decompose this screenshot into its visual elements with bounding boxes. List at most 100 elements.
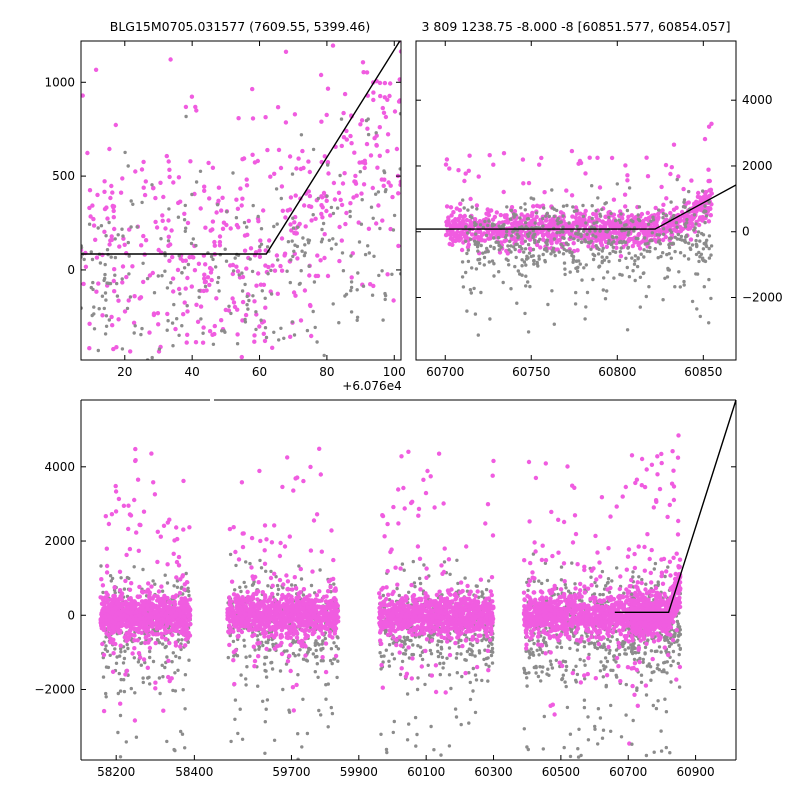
data-point-magenta — [235, 332, 240, 337]
data-point-magenta — [126, 623, 132, 629]
data-point-gray — [527, 251, 532, 255]
data-point-magenta — [143, 640, 148, 646]
data-point-magenta — [604, 244, 609, 249]
data-point-gray — [311, 652, 315, 656]
data-point-magenta — [466, 168, 471, 173]
data-point-magenta — [287, 653, 292, 659]
data-point-magenta — [291, 708, 296, 713]
data-point-gray — [667, 252, 671, 256]
data-point-magenta — [168, 57, 173, 62]
data-point-gray — [321, 221, 326, 226]
data-point-magenta — [378, 93, 383, 99]
data-point-gray — [544, 214, 548, 218]
data-point-magenta — [451, 210, 456, 215]
data-point-gray — [90, 313, 94, 318]
data-point-gray — [96, 348, 101, 353]
data-point-gray — [578, 262, 582, 266]
data-point-magenta — [252, 299, 257, 304]
data-point-magenta — [88, 214, 93, 219]
data-point-gray — [243, 320, 248, 324]
data-point-gray — [645, 249, 649, 253]
data-point-gray — [607, 259, 611, 264]
data-point-gray — [275, 222, 279, 226]
data-point-magenta — [362, 158, 367, 163]
data-point-gray — [216, 280, 220, 285]
data-point-gray — [543, 260, 547, 264]
data-point-gray — [707, 256, 712, 260]
data-point-magenta — [467, 153, 472, 158]
data-point-gray — [673, 285, 677, 289]
data-point-gray — [223, 247, 227, 251]
data-point-gray — [233, 256, 237, 260]
data-point-magenta — [282, 544, 288, 549]
data-point-magenta — [288, 195, 294, 200]
data-point-magenta — [501, 189, 506, 195]
data-point-gray — [561, 204, 566, 208]
data-point-gray — [175, 317, 179, 321]
data-point-magenta — [659, 184, 664, 190]
data-point-gray — [122, 689, 127, 694]
data-point-magenta — [147, 330, 152, 335]
data-point-magenta — [630, 243, 635, 249]
data-point-gray — [651, 218, 656, 222]
data-point-gray — [325, 194, 329, 198]
data-point-magenta — [256, 271, 261, 276]
data-point-magenta — [664, 196, 669, 201]
data-point-magenta — [348, 133, 353, 139]
data-point-magenta — [358, 122, 363, 127]
data-point-gray — [319, 648, 323, 652]
data-point-gray — [624, 256, 628, 260]
data-point-magenta — [181, 607, 186, 612]
data-point-gray — [299, 577, 304, 581]
data-point-gray — [632, 262, 637, 266]
data-point-magenta — [526, 180, 532, 186]
data-point-magenta — [677, 219, 682, 224]
data-point-magenta — [167, 678, 172, 684]
data-point-gray — [591, 252, 595, 256]
data-point-magenta — [262, 548, 267, 553]
data-point-magenta — [159, 620, 164, 625]
data-point-magenta — [120, 176, 125, 181]
data-point-gray — [103, 291, 108, 295]
data-point-magenta — [599, 234, 604, 239]
data-point-magenta — [343, 221, 348, 227]
data-point-gray — [466, 231, 470, 235]
data-point-magenta — [385, 132, 391, 137]
data-point-gray — [166, 239, 171, 243]
data-point-gray — [125, 306, 130, 311]
data-point-magenta — [141, 279, 146, 285]
data-point-magenta — [118, 190, 124, 195]
data-point-magenta — [571, 241, 576, 246]
data-point-gray — [264, 335, 269, 340]
data-point-gray — [376, 190, 381, 194]
data-point-magenta — [137, 594, 142, 599]
data-point-magenta — [298, 566, 303, 572]
data-point-magenta — [614, 245, 619, 250]
data-point-magenta — [388, 183, 393, 188]
data-point-magenta — [687, 225, 693, 231]
data-point-magenta — [320, 215, 325, 220]
data-point-gray — [117, 671, 122, 676]
data-point-magenta — [380, 105, 385, 111]
data-point-gray — [228, 552, 233, 557]
data-point-magenta — [187, 255, 192, 260]
data-point-magenta — [319, 549, 324, 554]
data-point-gray — [198, 169, 203, 173]
data-point-gray — [119, 677, 123, 682]
data-point-gray — [367, 251, 371, 255]
data-point-magenta — [185, 332, 190, 337]
data-point-gray — [152, 291, 157, 295]
data-point-magenta — [263, 115, 268, 120]
data-point-gray — [694, 222, 698, 226]
data-point-magenta — [163, 636, 168, 642]
data-point-gray — [214, 265, 218, 269]
data-point-gray — [263, 751, 267, 755]
data-point-gray — [650, 231, 654, 235]
data-point-magenta — [394, 146, 400, 152]
data-point-gray — [263, 720, 267, 724]
data-point-magenta — [290, 685, 296, 690]
data-point-gray — [233, 698, 238, 702]
data-point-magenta — [185, 275, 190, 281]
data-point-gray — [180, 638, 184, 642]
data-point-magenta — [285, 587, 290, 592]
